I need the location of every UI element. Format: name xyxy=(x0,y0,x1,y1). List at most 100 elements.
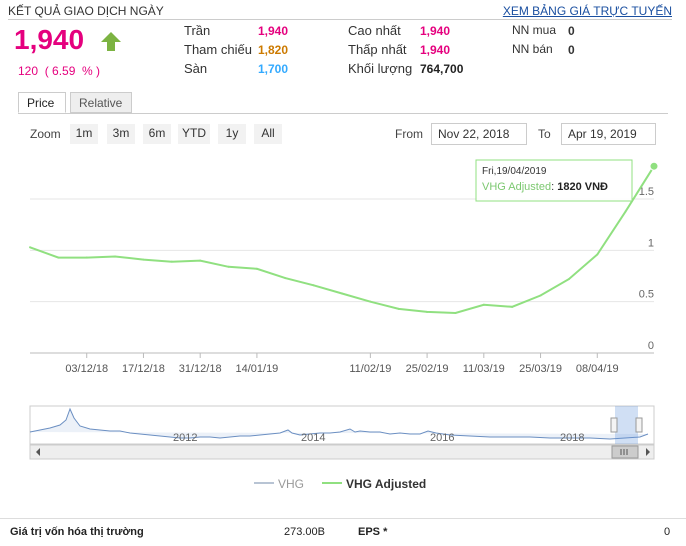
to-date-input[interactable]: Apr 19, 2019 xyxy=(561,123,656,145)
x-tick-label: 03/12/18 xyxy=(65,363,108,375)
zoom-label: Zoom xyxy=(30,127,61,141)
y-tick-label: 0.5 xyxy=(639,289,654,301)
foreign-sell-label: NN bán xyxy=(512,42,553,56)
foreign-sell-value: 0 xyxy=(568,43,575,57)
zoom-3m-button[interactable]: 3m xyxy=(107,124,135,144)
data-point xyxy=(539,294,542,297)
volume-value: 764,700 xyxy=(420,62,464,76)
navigator-left-handle[interactable] xyxy=(610,417,618,433)
data-point xyxy=(482,303,485,306)
zoom-6m-button[interactable]: 6m xyxy=(143,124,171,144)
from-date-input[interactable]: Nov 22, 2018 xyxy=(431,123,527,145)
tab-price[interactable]: Price xyxy=(18,92,66,113)
volume-label: Khối lượng xyxy=(348,61,413,76)
x-tick-label: 14/01/19 xyxy=(235,363,278,375)
price-change: 120 ( 6.59 % ) xyxy=(18,64,101,78)
navigator[interactable]: 2012 2014 2016 2018 xyxy=(0,400,686,465)
data-point xyxy=(114,255,117,258)
data-point xyxy=(142,258,145,261)
section-title: KẾT QUẢ GIAO DỊCH NGÀY xyxy=(8,4,164,18)
y-tick-label: 1 xyxy=(648,237,654,249)
data-point xyxy=(624,210,627,213)
data-point xyxy=(426,310,429,313)
scroll-left-icon xyxy=(36,448,40,456)
x-tick-label: 31/12/18 xyxy=(179,363,222,375)
x-tick-label: 17/12/18 xyxy=(122,363,165,375)
navigator-right-handle[interactable] xyxy=(635,417,643,433)
floor-value: 1,700 xyxy=(258,62,289,76)
from-label: From xyxy=(395,127,423,141)
data-point xyxy=(397,307,400,310)
zoom-1m-button[interactable]: 1m xyxy=(70,124,98,144)
header-divider xyxy=(8,19,672,20)
legend-vhg-adjusted-swatch xyxy=(322,482,342,484)
foreign-buy-value: 0 xyxy=(568,24,575,38)
data-point xyxy=(369,300,372,303)
data-point xyxy=(227,265,230,268)
foreign-buy-label: NN mua xyxy=(512,23,557,37)
tooltip-series: VHG Adjusted xyxy=(482,181,551,193)
data-point xyxy=(199,259,202,262)
scroll-right-icon xyxy=(646,448,650,456)
zoom-all-button[interactable]: All xyxy=(254,124,282,144)
data-point xyxy=(511,305,514,308)
panel-divider xyxy=(18,113,668,114)
floor-label: Sàn xyxy=(184,61,208,76)
x-tick-label: 25/03/19 xyxy=(519,363,562,375)
price-board-link[interactable]: XEM BẢNG GIÁ TRỰC TUYẾN xyxy=(502,4,672,18)
zoom-ytd-button[interactable]: YTD xyxy=(178,124,210,144)
tooltip: Fri,19/04/2019 VHG Adjusted: 1820 VNĐ xyxy=(475,159,633,202)
tooltip-value-line: VHG Adjusted: 1820 VNĐ xyxy=(482,181,608,193)
data-point xyxy=(255,267,258,270)
tab-relative[interactable]: Relative xyxy=(70,92,132,113)
high-label: Cao nhất xyxy=(348,23,401,38)
data-point xyxy=(29,246,31,249)
x-tick-label: 25/02/19 xyxy=(406,363,449,375)
reference-label: Tham chiếu xyxy=(184,42,252,57)
legend-vhg[interactable]: VHG xyxy=(278,477,305,491)
tooltip-value: 1820 VNĐ xyxy=(557,181,608,193)
navigator-selection[interactable] xyxy=(615,406,638,444)
x-tick-label: 08/04/19 xyxy=(576,363,619,375)
low-value: 1,940 xyxy=(420,43,451,57)
data-point xyxy=(341,292,343,295)
eps-label: EPS * xyxy=(358,526,388,538)
data-point xyxy=(57,256,60,259)
low-label: Thấp nhất xyxy=(348,42,407,57)
hover-point xyxy=(649,161,659,171)
market-cap-label: Giá trị vốn hóa thị trường xyxy=(10,526,144,538)
data-point xyxy=(284,277,287,280)
legend-vhg-adjusted[interactable]: VHG Adjusted xyxy=(346,477,427,491)
x-tick-label: 11/03/19 xyxy=(463,363,505,375)
tooltip-date: Fri,19/04/2019 xyxy=(482,166,547,177)
y-tick-label: 1.5 xyxy=(639,186,654,198)
current-price: 1,940 xyxy=(14,24,85,55)
ceiling-label: Trần xyxy=(184,23,211,38)
market-cap-value: 273.00B xyxy=(284,526,325,538)
navigator-year-2012: 2012 xyxy=(173,432,197,444)
y-tick-label: 0 xyxy=(648,340,654,352)
price-chart[interactable]: 0 0.5 1 1.5 03/12/18 17/12/18 31/12/18 14/01/1… xyxy=(0,150,686,380)
navigator-year-2014: 2014 xyxy=(301,432,325,444)
high-value: 1,940 xyxy=(420,24,451,38)
data-point xyxy=(454,311,457,314)
ceiling-value: 1,940 xyxy=(258,24,289,38)
navigator-scrollbar[interactable] xyxy=(29,444,655,460)
scrollbar-thumb[interactable] xyxy=(611,445,639,459)
data-point xyxy=(312,284,315,287)
up-arrow-icon xyxy=(101,32,121,51)
data-point xyxy=(596,253,599,256)
footer-divider xyxy=(0,518,686,519)
navigator-year-2016: 2016 xyxy=(430,432,454,444)
navigator-series xyxy=(29,407,649,440)
eps-value: 0 xyxy=(664,526,671,538)
navigator-year-2018: 2018 xyxy=(560,432,584,444)
to-label: To xyxy=(538,127,551,141)
data-point xyxy=(567,278,570,281)
data-point xyxy=(85,256,88,259)
legend-vhg-swatch xyxy=(254,482,274,484)
zoom-1y-button[interactable]: 1y xyxy=(218,124,246,144)
reference-value: 1,820 xyxy=(258,43,289,57)
data-point xyxy=(170,260,173,263)
x-tick-label: 11/02/19 xyxy=(349,363,391,375)
